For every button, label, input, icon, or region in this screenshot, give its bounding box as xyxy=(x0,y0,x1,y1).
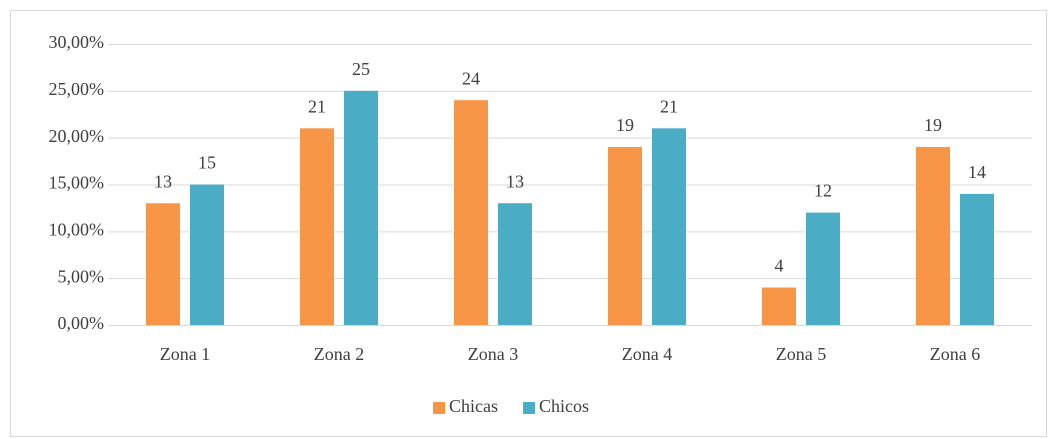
y-tick-label: 20,00% xyxy=(49,126,105,146)
data-label: 14 xyxy=(968,162,986,182)
y-tick-label: 0,00% xyxy=(58,313,105,333)
data-label: 19 xyxy=(924,115,942,135)
y-tick-label: 15,00% xyxy=(49,173,105,193)
bar xyxy=(608,147,642,325)
y-tick-label: 30,00% xyxy=(49,32,105,52)
legend-label: Chicas xyxy=(449,396,498,416)
bar xyxy=(146,203,180,325)
data-label: 13 xyxy=(506,171,524,191)
data-label: 19 xyxy=(616,115,634,135)
data-label: 4 xyxy=(775,256,784,276)
x-tick-label: Zona 3 xyxy=(468,344,518,364)
data-label: 12 xyxy=(814,181,832,201)
bar xyxy=(960,193,994,325)
bar xyxy=(916,147,950,325)
bar xyxy=(652,128,686,325)
y-tick-label: 10,00% xyxy=(49,219,105,239)
bar xyxy=(344,90,378,325)
bar xyxy=(454,100,488,325)
x-tick-label: Zona 1 xyxy=(160,344,210,364)
data-label: 21 xyxy=(308,96,326,116)
bar xyxy=(498,203,532,325)
x-tick-label: Zona 4 xyxy=(622,344,672,364)
bar xyxy=(300,128,334,325)
legend-swatch xyxy=(523,402,535,414)
x-tick-label: Zona 6 xyxy=(930,344,980,364)
bar xyxy=(190,184,224,325)
data-label: 24 xyxy=(462,68,480,88)
data-label: 13 xyxy=(154,171,172,191)
x-tick-label: Zona 2 xyxy=(314,344,364,364)
bar xyxy=(806,212,840,325)
data-label: 21 xyxy=(660,96,678,116)
data-label: 15 xyxy=(198,153,216,173)
data-label: 25 xyxy=(352,59,370,79)
legend-label: Chicos xyxy=(539,396,589,416)
x-tick-label: Zona 5 xyxy=(776,344,826,364)
y-tick-label: 25,00% xyxy=(49,79,105,99)
legend-swatch xyxy=(433,402,445,414)
y-tick-label: 5,00% xyxy=(58,266,105,286)
bar xyxy=(762,287,796,325)
